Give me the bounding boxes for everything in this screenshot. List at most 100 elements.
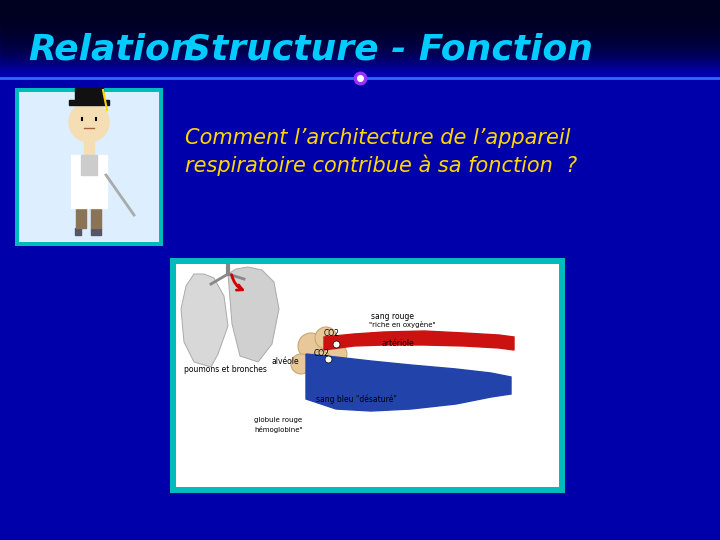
Bar: [0, 41, 720, 42]
Bar: [0, 21, 720, 22]
Polygon shape: [181, 274, 228, 367]
Bar: [0, 26, 720, 27]
Circle shape: [298, 333, 324, 359]
Bar: [0, 29, 720, 30]
Bar: [0, 65, 720, 66]
Text: sang bleu "désaturé": sang bleu "désaturé": [316, 395, 397, 404]
Polygon shape: [75, 88, 103, 101]
Text: poumons et bronches: poumons et bronches: [184, 365, 267, 374]
Circle shape: [327, 344, 347, 364]
Bar: [0, 10, 720, 11]
Bar: [0, 66, 720, 67]
Polygon shape: [75, 228, 81, 235]
Bar: [0, 57, 720, 58]
Bar: [0, 67, 720, 68]
Text: Comment l’architecture de l’appareil: Comment l’architecture de l’appareil: [185, 128, 570, 148]
Circle shape: [315, 327, 337, 349]
Bar: [0, 36, 720, 37]
Bar: [0, 56, 720, 57]
Polygon shape: [91, 228, 101, 235]
Bar: [0, 68, 720, 69]
Bar: [0, 12, 720, 13]
Bar: [170, 258, 565, 493]
Bar: [0, 60, 720, 61]
Bar: [0, 33, 720, 34]
Bar: [0, 18, 720, 19]
Bar: [0, 52, 720, 53]
Bar: [0, 37, 720, 38]
Bar: [0, 42, 720, 43]
Polygon shape: [69, 100, 109, 105]
Bar: [0, 3, 720, 4]
Bar: [0, 11, 720, 12]
Bar: [0, 43, 720, 44]
Text: CO2: CO2: [324, 329, 340, 338]
Bar: [0, 8, 720, 9]
Text: Structure - Fonction: Structure - Fonction: [185, 33, 593, 67]
Text: alvéole: alvéole: [271, 357, 299, 366]
Bar: [0, 61, 720, 62]
Bar: [0, 9, 720, 10]
Text: artériole: artériole: [381, 339, 414, 348]
Bar: [0, 4, 720, 5]
Polygon shape: [81, 155, 89, 175]
Bar: [0, 49, 720, 50]
Bar: [0, 30, 720, 31]
Bar: [0, 14, 720, 15]
Bar: [0, 24, 720, 25]
Bar: [0, 53, 720, 54]
Text: Relation: Relation: [28, 33, 196, 67]
Bar: [0, 39, 720, 40]
Circle shape: [291, 354, 311, 374]
Polygon shape: [89, 155, 97, 175]
Polygon shape: [324, 331, 514, 350]
Bar: [0, 1, 720, 2]
Bar: [0, 16, 720, 17]
Bar: [0, 2, 720, 3]
Bar: [0, 0, 720, 1]
Text: CO2: CO2: [314, 349, 330, 358]
Bar: [0, 45, 720, 46]
Polygon shape: [71, 155, 107, 208]
Bar: [0, 7, 720, 8]
Bar: [0, 27, 720, 28]
Bar: [0, 17, 720, 18]
Bar: [0, 19, 720, 20]
Bar: [0, 15, 720, 16]
Bar: [15, 88, 163, 246]
Bar: [0, 69, 720, 70]
Bar: [0, 20, 720, 21]
Bar: [0, 32, 720, 33]
Bar: [0, 59, 720, 60]
Polygon shape: [76, 205, 86, 228]
Bar: [0, 6, 720, 7]
Bar: [0, 46, 720, 47]
Text: globule rouge: globule rouge: [254, 417, 302, 423]
Bar: [19, 92, 159, 242]
Bar: [0, 58, 720, 59]
Circle shape: [69, 102, 109, 142]
Polygon shape: [228, 267, 279, 362]
Bar: [0, 23, 720, 24]
Circle shape: [310, 351, 332, 373]
Text: hémoglobine": hémoglobine": [254, 426, 302, 433]
Bar: [0, 44, 720, 45]
Bar: [0, 62, 720, 63]
Polygon shape: [91, 205, 101, 228]
Bar: [176, 264, 559, 487]
Text: sang rouge: sang rouge: [371, 312, 414, 321]
Bar: [0, 31, 720, 32]
Polygon shape: [306, 354, 511, 411]
Bar: [0, 47, 720, 48]
Bar: [0, 55, 720, 56]
Bar: [0, 63, 720, 64]
Bar: [0, 5, 720, 6]
Bar: [0, 13, 720, 14]
Bar: [0, 40, 720, 41]
Text: respiratoire contribue à sa fonction  ?: respiratoire contribue à sa fonction ?: [185, 154, 577, 176]
Bar: [0, 48, 720, 49]
Bar: [0, 50, 720, 51]
Bar: [0, 25, 720, 26]
Bar: [0, 54, 720, 55]
Bar: [0, 35, 720, 36]
